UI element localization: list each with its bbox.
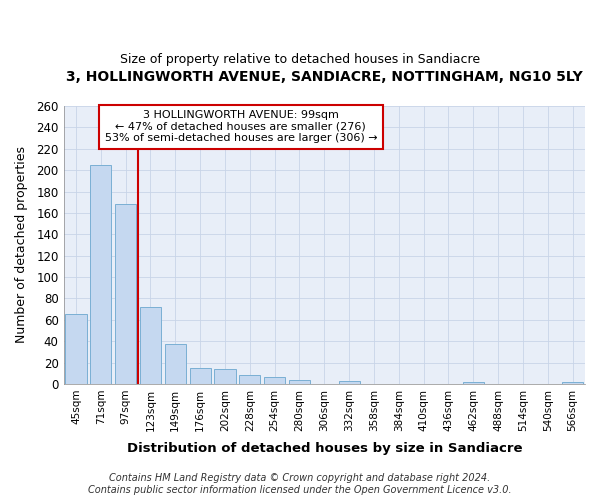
Text: Contains HM Land Registry data © Crown copyright and database right 2024.
Contai: Contains HM Land Registry data © Crown c… bbox=[88, 474, 512, 495]
Bar bbox=[190, 368, 211, 384]
Bar bbox=[165, 344, 186, 384]
Bar bbox=[140, 307, 161, 384]
Bar bbox=[115, 204, 136, 384]
Bar bbox=[463, 382, 484, 384]
Text: Size of property relative to detached houses in Sandiacre: Size of property relative to detached ho… bbox=[120, 52, 480, 66]
X-axis label: Distribution of detached houses by size in Sandiacre: Distribution of detached houses by size … bbox=[127, 442, 522, 455]
Bar bbox=[338, 380, 359, 384]
Bar bbox=[90, 165, 112, 384]
Bar bbox=[65, 314, 86, 384]
Bar bbox=[562, 382, 583, 384]
Y-axis label: Number of detached properties: Number of detached properties bbox=[15, 146, 28, 344]
Bar bbox=[264, 378, 285, 384]
Bar bbox=[239, 376, 260, 384]
Text: 3 HOLLINGWORTH AVENUE: 99sqm
← 47% of detached houses are smaller (276)
53% of s: 3 HOLLINGWORTH AVENUE: 99sqm ← 47% of de… bbox=[104, 110, 377, 144]
Bar bbox=[214, 369, 236, 384]
Bar bbox=[289, 380, 310, 384]
Title: 3, HOLLINGWORTH AVENUE, SANDIACRE, NOTTINGHAM, NG10 5LY: 3, HOLLINGWORTH AVENUE, SANDIACRE, NOTTI… bbox=[66, 70, 583, 84]
